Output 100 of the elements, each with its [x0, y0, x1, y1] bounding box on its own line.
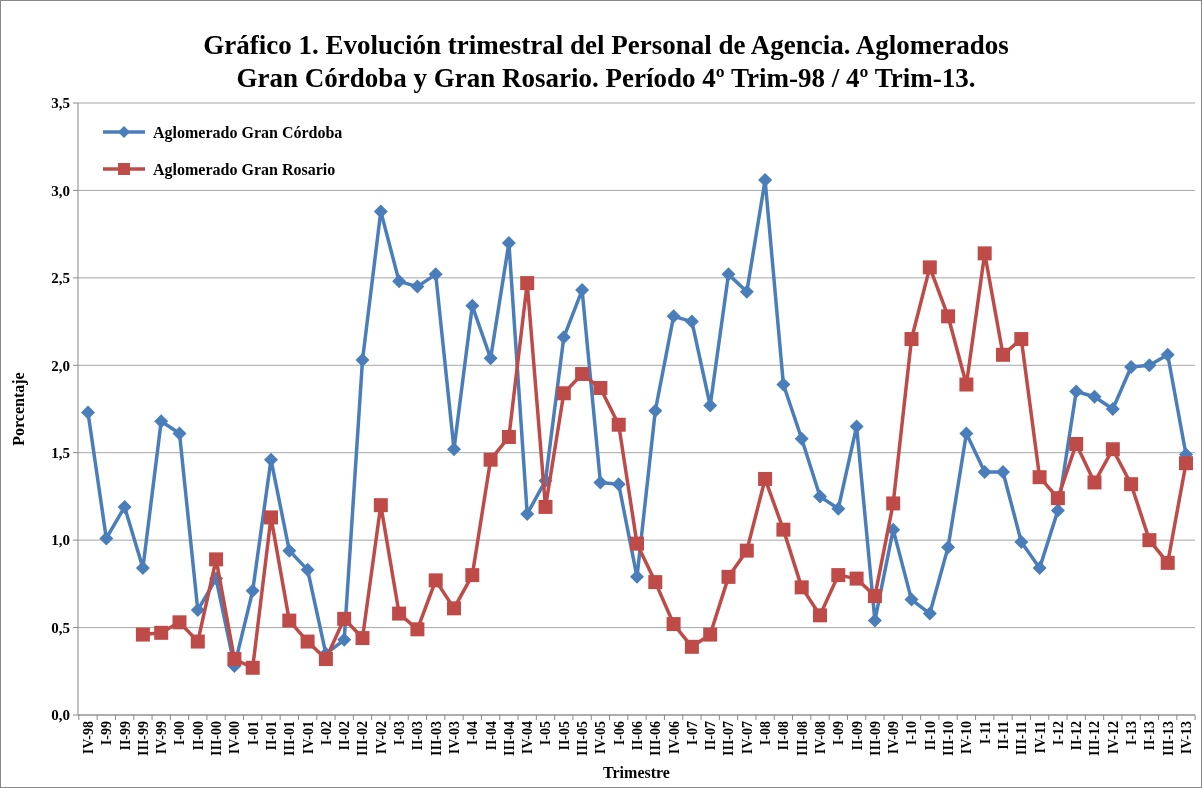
x-tick-label: II-07	[703, 721, 719, 751]
point	[154, 625, 169, 640]
point	[611, 417, 626, 432]
x-axis-title: Trimestre	[603, 764, 670, 781]
x-tick-label: II-13	[1142, 721, 1158, 751]
x-tick-label: IV-03	[446, 721, 462, 755]
x-tick-label: IV-99	[154, 721, 170, 755]
point	[556, 386, 571, 401]
point	[831, 568, 846, 583]
y-tick-label: 0,5	[51, 619, 70, 636]
x-tick-label: III-02	[355, 721, 371, 757]
point	[172, 615, 187, 630]
point	[666, 617, 681, 632]
point	[392, 606, 407, 621]
y-axis-title: Porcentaje	[10, 372, 28, 446]
x-tick-label: I-10	[904, 721, 920, 746]
x-tick-label: III-06	[648, 721, 664, 757]
legend-label: Aglomerado Gran Córdoba	[153, 123, 343, 142]
x-tick-label: I-02	[318, 721, 334, 746]
point	[996, 347, 1010, 362]
point	[648, 575, 663, 590]
point	[135, 627, 150, 642]
x-tick-label: II-05	[556, 721, 572, 751]
x-tick-label: III-04	[501, 721, 517, 757]
point	[465, 568, 480, 583]
x-tick-label: III-11	[1014, 721, 1030, 756]
x-tick-label: I-04	[465, 721, 481, 746]
legend-label: Aglomerado Gran Rosario	[153, 160, 336, 179]
point	[1014, 332, 1029, 347]
x-tick-label: II-04	[483, 721, 499, 751]
x-tick-label: I-06	[611, 721, 627, 746]
point	[501, 429, 516, 444]
point	[1160, 555, 1175, 570]
point	[1105, 442, 1120, 457]
point	[593, 381, 608, 396]
y-tick-label: 1,0	[51, 532, 70, 549]
x-tick-label: II-01	[263, 721, 279, 751]
point	[520, 276, 535, 291]
y-tick-label: 3,0	[51, 182, 70, 199]
x-tick-label: II-10	[922, 721, 938, 751]
x-tick-label: IV-05	[593, 721, 609, 755]
x-tick-label: IV-07	[739, 721, 755, 755]
x-tick-label: I-99	[99, 721, 115, 746]
point	[904, 332, 919, 347]
x-tick-label: I-13	[1124, 721, 1139, 746]
point	[227, 652, 242, 667]
point	[410, 622, 425, 637]
point	[1142, 533, 1157, 548]
x-tick-label: II-99	[117, 721, 133, 751]
point	[703, 627, 718, 642]
x-tick-label: IV-09	[886, 721, 902, 755]
point	[1124, 477, 1139, 492]
x-tick-label: IV-00	[227, 721, 243, 755]
point	[1179, 456, 1193, 471]
x-tick-label: IV-04	[520, 721, 536, 755]
point	[190, 634, 205, 649]
point	[1087, 475, 1102, 490]
x-tick-label: IV-02	[373, 721, 389, 755]
x-tick-label: I-11	[977, 721, 993, 745]
x-tick-label: II-08	[776, 721, 792, 751]
point	[849, 571, 864, 586]
x-tick-label: II-03	[410, 721, 426, 751]
x-tick-label: III-13	[1160, 721, 1176, 757]
point	[813, 608, 827, 623]
point	[373, 498, 388, 513]
point	[337, 611, 352, 626]
point	[1050, 491, 1065, 506]
point	[630, 536, 644, 551]
x-tick-label: III-09	[867, 721, 883, 757]
point	[684, 639, 699, 654]
y-tick-label: 1,5	[51, 444, 70, 461]
point	[721, 569, 736, 584]
point	[776, 522, 791, 537]
point	[264, 510, 278, 525]
point	[209, 552, 224, 567]
x-tick-label: III-03	[428, 721, 444, 757]
x-tick-label: III-99	[135, 721, 151, 757]
x-tick-label: III-08	[794, 721, 810, 757]
point	[959, 377, 974, 392]
x-tick-label: I-08	[758, 721, 773, 746]
x-tick-label: III-05	[575, 721, 590, 757]
x-tick-label: II-00	[190, 721, 206, 751]
point	[922, 260, 937, 275]
y-tick-label: 2,5	[51, 270, 70, 287]
x-tick-label: I-05	[538, 721, 554, 746]
point	[483, 452, 498, 467]
y-tick-label: 3,5	[51, 95, 70, 112]
point	[867, 589, 882, 604]
x-tick-label: III-12	[1087, 721, 1103, 757]
x-tick-label: IV-11	[1032, 721, 1048, 754]
x-tick-label: II-11	[995, 721, 1011, 750]
x-tick-label: II-02	[337, 721, 353, 751]
x-tick-label: II-12	[1069, 721, 1085, 751]
x-tick-label: II-09	[849, 721, 865, 751]
y-tick-label: 2,0	[51, 357, 70, 374]
point	[794, 580, 809, 595]
point	[941, 309, 956, 324]
point	[245, 660, 260, 675]
point	[447, 601, 461, 616]
point	[977, 246, 992, 261]
